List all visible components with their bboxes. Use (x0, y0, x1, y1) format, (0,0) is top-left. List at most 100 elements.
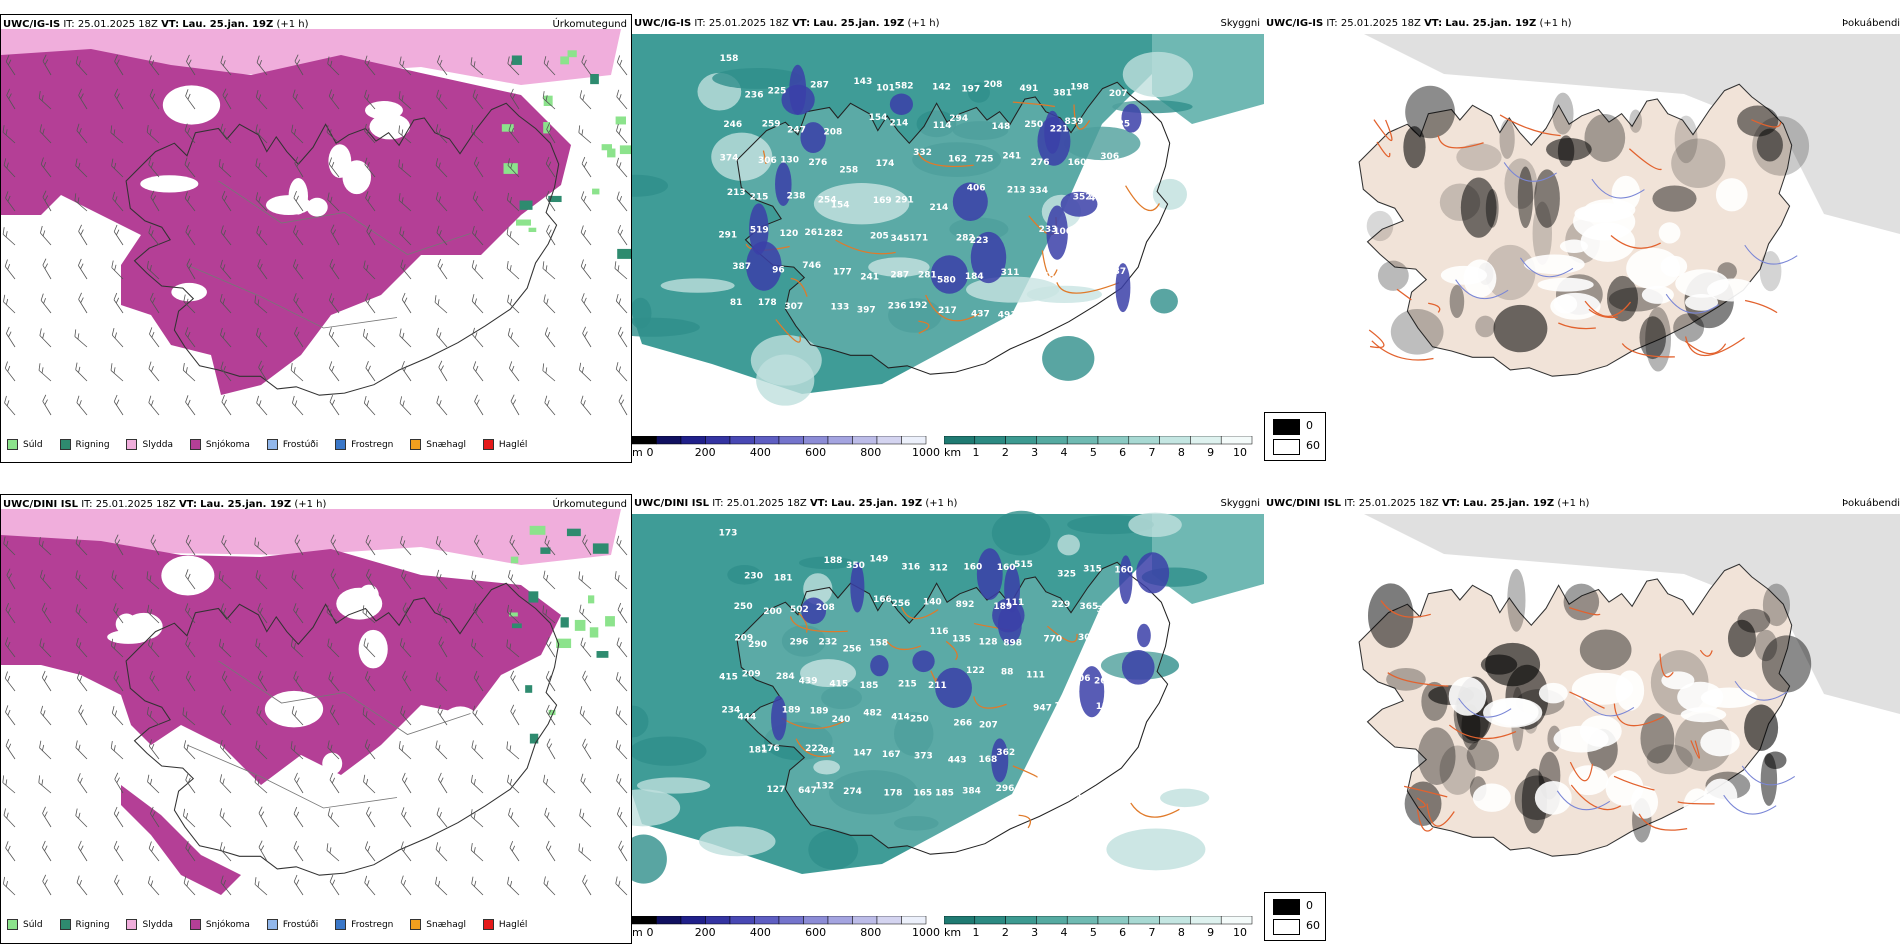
ceiling-label: 233 (1039, 225, 1058, 235)
legend-item-sleet: Slydda (126, 919, 173, 930)
colorbar-tick: 10 (1233, 446, 1247, 459)
colorbar-unit: km (944, 446, 962, 459)
ceiling-label: 256 (892, 599, 911, 609)
legend-item-freezing-rain: Frostregn (335, 919, 393, 930)
fog-legend-bottom: 0 60 (1264, 892, 1326, 941)
colorbar-tick: 5 (1089, 446, 1097, 459)
ceiling-label: 189 (993, 602, 1012, 612)
colorbar-tick: 6 (1119, 446, 1127, 459)
ceiling-label: 185 (860, 681, 879, 691)
ceiling-label: 266 (1094, 676, 1113, 686)
fog-legend-black (1273, 899, 1300, 915)
fog-map (1264, 28, 1900, 428)
colorbar-tick: 3 (1031, 446, 1039, 459)
ceiling-label: 437 (971, 310, 990, 320)
ceiling-label: 207 (1109, 89, 1128, 99)
ceiling-label: 188 (824, 556, 843, 566)
ceiling-label: 315 (1115, 740, 1134, 750)
ceiling-label: 133 (831, 302, 850, 312)
ceiling-label: 181 (749, 746, 768, 756)
ceiling-label: 200 (763, 607, 782, 617)
ceiling-label: 519 (750, 226, 769, 236)
fog-map (1264, 508, 1900, 908)
ceiling-label: 384 (962, 787, 981, 797)
ceiling-label: 143 (853, 77, 872, 87)
ceiling-label: 515 (1014, 560, 1033, 570)
ceiling-label: 176 (761, 744, 780, 754)
ceiling-label: 148 (992, 122, 1011, 132)
ceiling-label: 306 (758, 156, 777, 166)
ceiling-label: 482 (863, 709, 882, 719)
panel-name: Þokuábendi (1842, 498, 1900, 509)
ceiling-label: 214 (889, 118, 908, 128)
ceiling-label: 236 (888, 301, 907, 311)
ceiling-label: 194 (1096, 702, 1115, 712)
ceiling-label: 197 (961, 85, 980, 95)
panel-name: Skyggni (1220, 498, 1260, 509)
colorbar-tick: 2 (1001, 446, 1009, 459)
ceiling-label: 178 (758, 298, 777, 308)
ceiling-label: 280 (1016, 787, 1035, 797)
precip-map (1, 29, 631, 429)
ceiling-label: 162 (948, 155, 967, 165)
ceiling-label: 111 (1026, 670, 1045, 680)
ceiling-label: 259 (762, 120, 781, 130)
ceiling-label: 173 (719, 529, 738, 539)
panel-name: Úrkomutegund (552, 499, 627, 510)
ceiling-label: 246 (723, 120, 742, 130)
ceiling-label: 111 (1005, 598, 1024, 608)
visibility-panel-top: UWC/IG-IS IT: 25.01.2025 18Z VT: Lau. 25… (632, 14, 1264, 463)
ceiling-label: 166 (873, 595, 892, 605)
ceiling-label: 356 (1075, 793, 1094, 803)
ceiling-label: 213 (1007, 185, 1026, 195)
ceiling-label: 174 (876, 159, 895, 169)
colorbar-tick: 0 (646, 926, 654, 939)
ceiling-label: 88 (1001, 667, 1014, 677)
visibility-map: 1731812081582112071723562305022562152663… (632, 508, 1264, 908)
ceiling-label: 154 (831, 201, 850, 211)
ceiling-label: 282 (956, 233, 975, 243)
ceiling-label: 198 (1070, 83, 1089, 93)
precip-type-panel-bottom: UWC/DINI ISL IT: 25.01.2025 18Z VT: Lau.… (0, 494, 632, 944)
fog-legend-black (1273, 419, 1300, 435)
legend-item-hail: Haglél (482, 919, 527, 930)
panel-title: UWC/DINI ISL IT: 25.01.2025 18Z VT: Lau.… (3, 499, 327, 510)
colorbar-tick: 0 (646, 446, 654, 459)
ceiling-label: 229 (1051, 600, 1070, 610)
precip-type-panel-top: UWC/IG-IS IT: 25.01.2025 18Z VT: Lau. 25… (0, 14, 632, 463)
ceiling-label: 214 (929, 203, 948, 213)
ceiling-label: 240 (1091, 308, 1110, 318)
ceiling-label: 207 (979, 721, 998, 731)
ceiling-label: 178 (884, 788, 903, 798)
ceiling-label: 208 (984, 80, 1003, 90)
ceiling-label: 352 (1073, 193, 1092, 203)
ceiling-label: 225 (768, 86, 787, 96)
legend-item-snow-pellets: Snæhagl (410, 439, 466, 450)
ceiling-label: 306 (1072, 674, 1091, 684)
ceiling-label: 160 (997, 563, 1016, 573)
ceiling-label: 250 (910, 715, 929, 725)
visibility-colorbar-bottom: km 1 2 3 4 5 6 7 8 9 10 (944, 916, 1264, 940)
panel-name: Skyggni (1220, 18, 1260, 29)
colorbar-tick: 600 (805, 446, 827, 459)
ceiling-label: 502 (790, 605, 809, 615)
ceiling-label: 169 (873, 196, 892, 206)
ceiling-label: 463 (1091, 230, 1110, 240)
colorbar-tick: 800 (860, 926, 882, 939)
ceiling-label: 400 (1089, 193, 1108, 203)
ceiling-label: 898 (1003, 638, 1022, 648)
ceiling-label: 307 (784, 302, 803, 312)
ceiling-label: 122 (966, 666, 985, 676)
fog-legend-white (1273, 439, 1300, 455)
legend-item-rain: Rigning (59, 919, 110, 930)
ceiling-label: 177 (833, 267, 852, 277)
ceiling-label: 414 (891, 712, 910, 722)
ceiling-label: 128 (1099, 633, 1118, 643)
legend-item-snow: Snjókoma (189, 439, 250, 450)
colorbar-tick: 8 (1177, 446, 1185, 459)
colorbar-tick: 7 (1148, 446, 1156, 459)
colorbar-tick: 4 (1060, 926, 1068, 939)
ceiling-label: 247 (787, 125, 806, 135)
ceiling-label: 491 (1019, 84, 1038, 94)
ceiling-label: 189 (810, 706, 829, 716)
